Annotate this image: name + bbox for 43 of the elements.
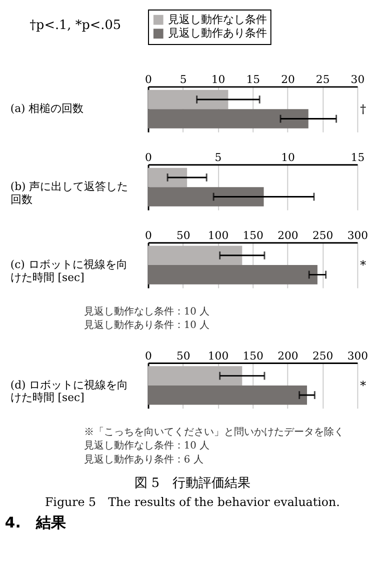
x-tick-label: 5 <box>214 150 222 164</box>
text: 4. 結果 <box>4 514 67 532</box>
x-tick-label: 50 <box>176 228 190 242</box>
x-tick-label: 200 <box>278 349 298 362</box>
text: * <box>360 378 366 392</box>
x-tick-label: 10 <box>211 73 226 86</box>
x-tick-label: 5 <box>180 73 187 86</box>
text: 見返し動作あり条件：10 人 <box>84 319 210 332</box>
text: 見返し動作あり条件：6 人 <box>84 453 204 466</box>
x-tick-label: 250 <box>312 349 334 362</box>
x-tick-label: 150 <box>242 228 264 242</box>
x-tick-label: 100 <box>208 228 229 242</box>
text: †p<.1, *p<.05 <box>30 18 122 34</box>
caption: Figure 5 The results of the behavior evaluation. <box>44 494 340 509</box>
x-tick-label: 25 <box>316 73 330 86</box>
x-tick-label: 0 <box>145 228 152 242</box>
x-tick-label: 300 <box>347 349 368 362</box>
y-tick-label: (a) 相槌の回数 <box>10 102 84 116</box>
text: † <box>360 102 366 116</box>
x-tick-label: 20 <box>281 73 295 86</box>
text: ※「こっちを向いてください」と問いかけたデータを除く <box>84 426 344 438</box>
x-tick-label: 200 <box>278 228 298 242</box>
x-tick-label: 15 <box>246 73 260 86</box>
legend-label: 見返し動作あり条件 <box>168 26 267 40</box>
text: 見返し動作なし条件：10 人 <box>84 440 210 452</box>
x-tick-label: 10 <box>281 150 295 164</box>
x-tick-label: 0 <box>145 150 152 164</box>
caption: 図 5 行動評価結果 <box>134 476 251 492</box>
x-tick-label: 15 <box>350 150 365 164</box>
x-tick-label: 30 <box>350 73 365 86</box>
y-tick-label: (d) ロボットに視線を向けた時間 [sec] <box>10 378 128 404</box>
legend-label: 見返し動作なし条件 <box>168 12 267 26</box>
x-tick-label: 0 <box>145 73 152 86</box>
x-tick-label: 100 <box>208 349 229 362</box>
x-tick-label: 150 <box>242 349 264 362</box>
x-tick-label: 300 <box>347 228 368 242</box>
y-tick-label: (c) ロボットに視線を向けた時間 [sec] <box>10 258 128 284</box>
text: 見返し動作なし条件：10 人 <box>84 305 210 318</box>
x-tick-label: 50 <box>176 349 190 362</box>
text: * <box>360 258 366 272</box>
y-tick-label: (b) 声に出して返答した回数 <box>10 180 128 206</box>
x-tick-label: 250 <box>312 228 334 242</box>
x-tick-label: 0 <box>145 349 152 362</box>
